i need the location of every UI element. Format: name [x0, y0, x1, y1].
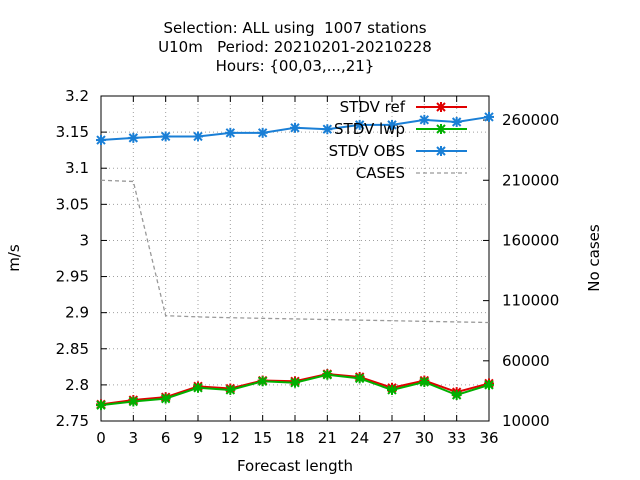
data-point-6 — [290, 122, 300, 133]
y-tick-label-7: 2.85 — [56, 340, 89, 358]
series — [96, 111, 494, 411]
y2-tick-label-4: 60000 — [502, 352, 550, 370]
y-tick-label-1: 3.15 — [56, 123, 89, 141]
data-point-4 — [225, 127, 236, 138]
y-tick-label-8: 2.8 — [65, 376, 89, 394]
data-point-2 — [160, 131, 171, 142]
data-point-8 — [354, 373, 365, 384]
x-tick-label-2: 6 — [161, 429, 171, 447]
data-point-3 — [193, 382, 203, 393]
y-tick-label-3: 3.05 — [56, 195, 89, 213]
title-line-2: U10m Period: 20210201-20210228 — [158, 38, 432, 56]
x-tick-label-11: 33 — [447, 429, 466, 447]
grid — [101, 96, 489, 421]
y-tick-label-0: 3.2 — [65, 87, 89, 105]
legend-entry-0: STDV ref — [340, 98, 467, 116]
title-line-1: Selection: ALL using 1007 stations — [163, 19, 426, 37]
legend-label: STDV OBS — [329, 142, 405, 160]
y2-tick-label-0: 260000 — [502, 111, 559, 129]
data-point-7 — [322, 369, 333, 380]
legend-entry-1: STDV lwp — [334, 120, 467, 138]
y2-tick-label-5: 10000 — [502, 412, 550, 430]
legend-marker — [436, 124, 446, 134]
x-tick-label-1: 3 — [129, 429, 139, 447]
legend-label: CASES — [356, 164, 405, 182]
y2-axis-label: No cases — [585, 224, 603, 292]
series-stdv-ref — [96, 369, 494, 410]
data-point-5 — [257, 376, 268, 387]
y2-axis-ticks: 260000 210000 160000 110000 60000 10000 — [483, 111, 559, 430]
legend-label: STDV lwp — [334, 120, 405, 138]
x-tick-label-4: 12 — [221, 429, 240, 447]
y2-tick-label-1: 210000 — [502, 171, 559, 189]
y-tick-label-9: 2.75 — [56, 412, 89, 430]
x-tick-label-3: 9 — [193, 429, 203, 447]
y-tick-label-2: 3.1 — [65, 159, 89, 177]
legend-label: STDV ref — [340, 98, 406, 116]
legend-entry-2: STDV OBS — [329, 142, 467, 160]
data-point-12 — [484, 111, 494, 122]
y-axis-ticks: 3.2 3.15 3.1 3.05 3 2.95 2.9 2.85 2.8 2.75 — [56, 87, 107, 430]
data-point-3 — [193, 131, 203, 142]
data-point-9 — [387, 119, 397, 130]
data-point-7 — [322, 124, 333, 135]
x-tick-label-0: 0 — [96, 429, 106, 447]
x-tick-label-8: 24 — [350, 429, 369, 447]
y-axis-label: m/s — [5, 244, 23, 272]
x-tick-label-5: 15 — [253, 429, 272, 447]
data-point-10 — [419, 114, 430, 125]
x-tick-label-6: 18 — [285, 429, 304, 447]
data-point-6 — [290, 377, 300, 388]
title-line-3: Hours: {00,03,...,21} — [216, 57, 375, 75]
y2-tick-label-2: 160000 — [502, 231, 559, 249]
series-line — [100, 179, 490, 324]
x-axis-ticks: 0 3 6 9 12 15 18 21 24 27 30 33 36 — [96, 96, 499, 447]
x-tick-label-10: 30 — [415, 429, 434, 447]
data-point-10 — [419, 377, 430, 387]
data-point-1 — [128, 132, 139, 143]
y-tick-label-6: 2.9 — [65, 304, 89, 322]
series-stdv-obs — [96, 111, 494, 146]
y-tick-label-4: 3 — [79, 231, 89, 249]
data-point-9 — [387, 384, 397, 395]
y-tick-label-5: 2.95 — [56, 268, 89, 286]
x-tick-label-7: 21 — [318, 429, 337, 447]
data-point-11 — [451, 117, 462, 127]
x-axis-label: Forecast length — [237, 457, 353, 475]
x-tick-label-9: 27 — [382, 429, 401, 447]
data-point-1 — [128, 396, 139, 407]
data-point-0 — [96, 400, 106, 411]
series-stdv-lwp — [96, 369, 494, 411]
data-point-0 — [96, 135, 106, 146]
data-point-2 — [160, 393, 171, 404]
series-cases — [100, 179, 490, 324]
data-point-8 — [354, 119, 365, 130]
data-point-5 — [257, 127, 268, 138]
data-point-4 — [225, 384, 236, 395]
legend: STDV ref STDV lwp STDV OBS CASES — [329, 98, 467, 182]
data-point-12 — [484, 379, 494, 390]
data-point-11 — [451, 390, 462, 400]
x-tick-label-12: 36 — [479, 429, 498, 447]
y2-tick-label-3: 110000 — [502, 292, 559, 310]
legend-marker — [436, 102, 446, 112]
legend-marker — [436, 146, 446, 156]
legend-entry-3: CASES — [356, 164, 467, 182]
